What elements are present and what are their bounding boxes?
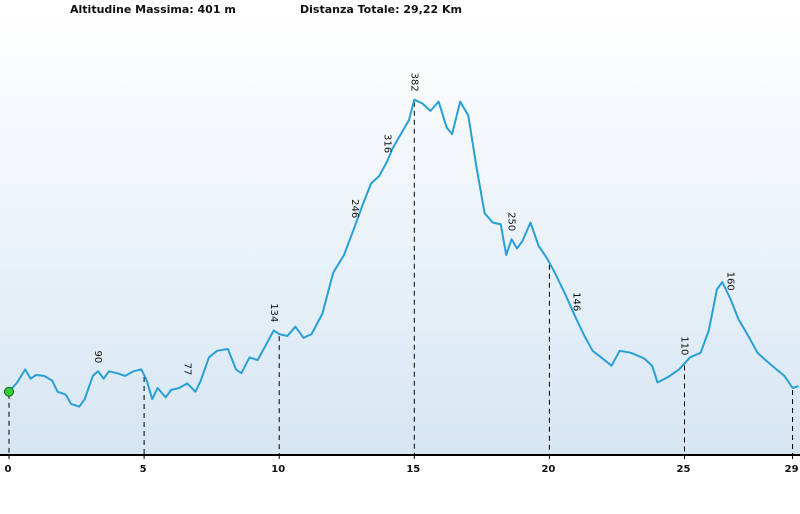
altitude-label-90: 90	[92, 351, 103, 364]
altitude-label-134: 134	[268, 303, 279, 322]
x-tick-label-25: 25	[677, 464, 691, 475]
altitude-label-246: 246	[349, 199, 360, 218]
altitude-label-316: 316	[381, 134, 392, 153]
max-altitude-label: Altitudine Massima:	[70, 3, 194, 16]
altitude-label-110: 110	[679, 336, 690, 355]
x-tick-label-0: 0	[5, 464, 12, 475]
altitude-label-77: 77	[181, 363, 192, 376]
profile-layer	[8, 98, 799, 408]
x-tick-label-10: 10	[271, 464, 285, 475]
max-altitude-value: 401 m	[197, 3, 236, 16]
start-point-marker	[4, 386, 14, 397]
altitude-annotations: 90 77 134 246 316 382 250 146 110 160	[92, 73, 735, 376]
droplines	[8, 101, 794, 455]
plot-background	[0, 16, 800, 454]
altitude-label-160: 160	[724, 272, 735, 291]
x-tick-label-29: 29	[785, 464, 799, 475]
total-distance-header: Distanza Totale: 29,22 Km	[300, 3, 462, 16]
max-altitude-header: Altitudine Massima: 401 m	[70, 3, 236, 16]
start-marker	[4, 386, 14, 397]
elevation-profile-line	[8, 98, 799, 408]
total-distance-value: 29,22 Km	[403, 3, 462, 16]
x-tick-label-5: 5	[140, 464, 147, 475]
altitude-label-382: 382	[408, 73, 419, 92]
altitude-label-250: 250	[506, 212, 517, 231]
x-tick-label-20: 20	[541, 464, 555, 475]
x-axis-ticks: 0 5 10 15 20 25 29	[5, 455, 799, 475]
x-tick-label-15: 15	[406, 464, 420, 475]
altitude-label-146: 146	[570, 292, 581, 311]
total-distance-label: Distanza Totale:	[300, 3, 400, 16]
